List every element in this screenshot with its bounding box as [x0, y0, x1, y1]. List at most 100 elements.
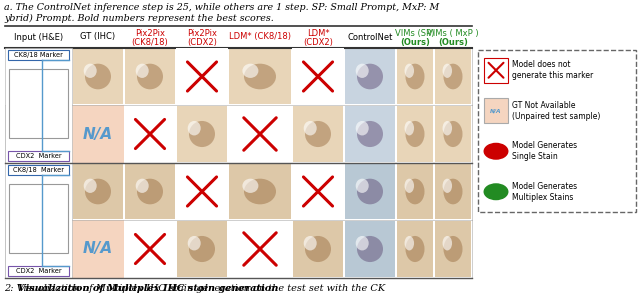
- Text: N/A: N/A: [83, 126, 113, 141]
- Bar: [434, 163, 472, 220]
- Bar: [124, 48, 176, 105]
- Bar: [344, 220, 396, 278]
- Ellipse shape: [356, 236, 369, 250]
- Bar: [396, 220, 434, 278]
- Bar: [435, 49, 471, 104]
- Ellipse shape: [24, 203, 53, 234]
- Bar: [6, 49, 71, 104]
- Bar: [8, 266, 69, 276]
- Ellipse shape: [85, 179, 111, 204]
- Bar: [5, 163, 72, 278]
- Ellipse shape: [444, 236, 463, 262]
- Bar: [5, 48, 72, 163]
- Bar: [5, 163, 72, 220]
- Bar: [5, 48, 72, 105]
- Bar: [8, 50, 69, 60]
- Bar: [434, 48, 472, 105]
- Ellipse shape: [406, 236, 424, 262]
- Ellipse shape: [189, 236, 215, 262]
- Bar: [8, 151, 69, 161]
- Bar: [177, 106, 227, 162]
- Ellipse shape: [404, 64, 414, 78]
- Text: GT (IHC): GT (IHC): [81, 33, 116, 41]
- Bar: [5, 163, 72, 220]
- Bar: [6, 164, 71, 219]
- Ellipse shape: [357, 64, 383, 89]
- Ellipse shape: [22, 64, 55, 89]
- Bar: [345, 49, 395, 104]
- Bar: [176, 105, 228, 163]
- Text: (Ours): (Ours): [438, 38, 468, 47]
- Ellipse shape: [404, 179, 414, 193]
- Ellipse shape: [305, 121, 331, 147]
- Ellipse shape: [356, 121, 369, 136]
- Bar: [5, 220, 72, 278]
- Bar: [228, 48, 292, 105]
- Bar: [176, 48, 228, 105]
- Text: VIMs ( MxP ): VIMs ( MxP ): [427, 29, 479, 38]
- Ellipse shape: [442, 64, 452, 78]
- Bar: [10, 70, 67, 137]
- Bar: [293, 106, 343, 162]
- Bar: [345, 164, 395, 219]
- Text: Model does not: Model does not: [512, 60, 570, 69]
- Bar: [228, 220, 292, 278]
- Bar: [10, 185, 67, 252]
- Bar: [229, 49, 291, 104]
- Bar: [72, 105, 124, 163]
- Text: LDM*: LDM*: [307, 29, 330, 38]
- Bar: [396, 220, 434, 278]
- Bar: [72, 48, 124, 105]
- Bar: [344, 163, 396, 220]
- Bar: [72, 220, 124, 278]
- Bar: [5, 48, 72, 105]
- Text: 2: Visualization of Multiplex IHC stain generation on the test set with the CK: 2: Visualization of Multiplex IHC stain …: [4, 284, 385, 293]
- Bar: [125, 49, 175, 104]
- Ellipse shape: [442, 121, 452, 136]
- Text: generate this marker: generate this marker: [512, 71, 593, 80]
- Ellipse shape: [244, 64, 276, 89]
- Bar: [72, 163, 124, 220]
- Bar: [344, 105, 396, 163]
- Bar: [125, 164, 175, 219]
- Bar: [8, 165, 69, 175]
- Bar: [435, 106, 471, 162]
- Ellipse shape: [444, 121, 463, 147]
- Ellipse shape: [24, 88, 53, 119]
- Text: Pix2Pix: Pix2Pix: [135, 29, 165, 38]
- Text: Model Generates: Model Generates: [512, 141, 577, 150]
- Bar: [124, 220, 176, 278]
- Ellipse shape: [244, 179, 276, 204]
- Ellipse shape: [357, 236, 383, 262]
- Bar: [344, 48, 396, 105]
- Ellipse shape: [188, 121, 201, 136]
- Bar: [396, 48, 434, 105]
- Text: ybrid) Prompt. Bold numbers represent the best scores.: ybrid) Prompt. Bold numbers represent th…: [4, 14, 274, 23]
- Bar: [434, 48, 472, 105]
- Ellipse shape: [84, 179, 97, 193]
- Bar: [344, 163, 396, 220]
- Bar: [396, 105, 434, 163]
- Ellipse shape: [406, 179, 424, 204]
- Bar: [397, 106, 433, 162]
- Ellipse shape: [20, 179, 37, 193]
- Bar: [9, 69, 68, 138]
- Bar: [396, 48, 434, 105]
- Ellipse shape: [22, 88, 37, 105]
- Text: ControlNet: ControlNet: [348, 33, 393, 41]
- Bar: [397, 49, 433, 104]
- Bar: [293, 221, 343, 277]
- Ellipse shape: [404, 236, 414, 250]
- Ellipse shape: [406, 121, 424, 147]
- Bar: [292, 105, 344, 163]
- Bar: [344, 220, 396, 278]
- Ellipse shape: [84, 64, 97, 78]
- Bar: [292, 48, 344, 105]
- Bar: [434, 105, 472, 163]
- Ellipse shape: [484, 183, 508, 200]
- Ellipse shape: [442, 179, 452, 193]
- Text: Pix2Pix: Pix2Pix: [187, 29, 217, 38]
- Text: N/A: N/A: [83, 242, 113, 257]
- Text: CDX2  Marker: CDX2 Marker: [16, 153, 61, 159]
- Ellipse shape: [136, 64, 148, 78]
